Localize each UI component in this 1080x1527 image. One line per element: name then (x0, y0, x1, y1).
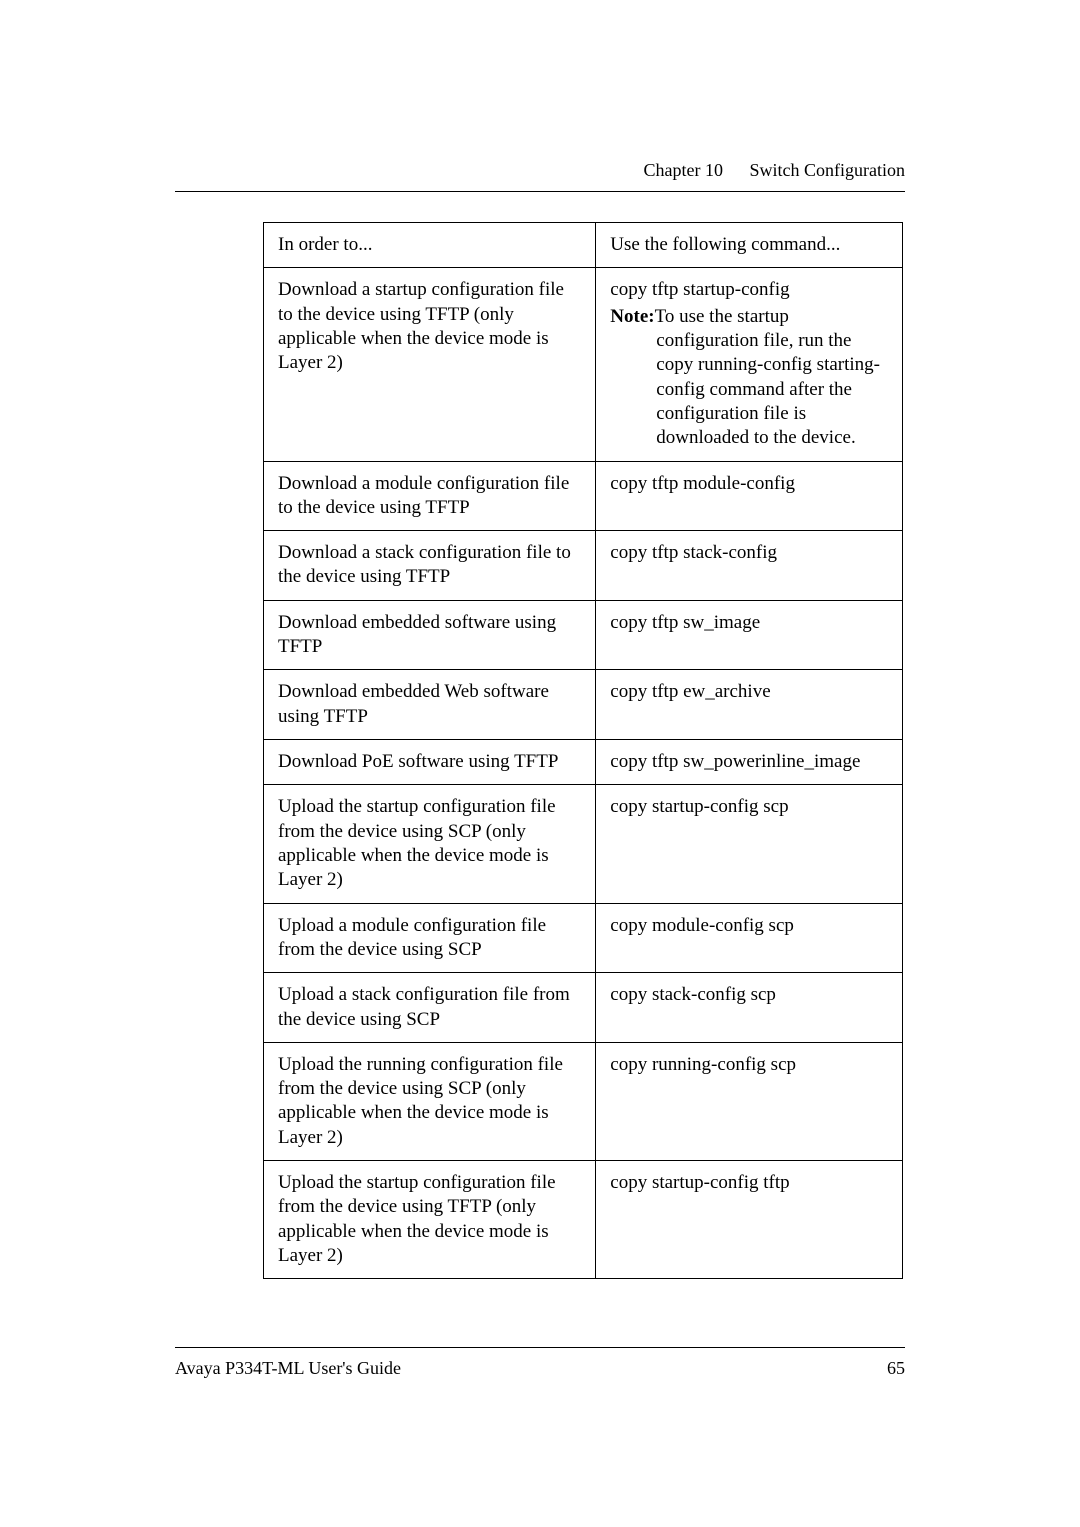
table-row: Upload the running configuration file fr… (264, 1042, 903, 1160)
page-footer: Avaya P334T-ML User's Guide 65 (175, 1347, 905, 1379)
table-row: Upload the startup configuration file fr… (264, 1161, 903, 1279)
table-row: Upload the startup configuration file fr… (264, 785, 903, 903)
cell-left: Upload a stack configuration file from t… (264, 973, 596, 1043)
cell-right: copy tftp sw_image (596, 600, 903, 670)
cell-left: Download embedded Web software using TFT… (264, 670, 596, 740)
cell-left: Download PoE software using TFTP (264, 740, 596, 785)
chapter-title: Switch Configuration (750, 160, 906, 180)
cell-right: copy tftp sw_powerinline_image (596, 740, 903, 785)
note-block: Note:To use the startup configuration fi… (610, 305, 890, 451)
cell-right: copy startup-config scp (596, 785, 903, 903)
cell-right: copy tftp module-config (596, 461, 903, 531)
note-label: Note: (610, 306, 654, 327)
command-text: copy tftp startup-config (610, 279, 789, 300)
table-header-row: In order to... Use the following command… (264, 223, 903, 268)
table-header-col1: In order to... (264, 223, 596, 268)
cell-right: copy tftp startup-config Note:To use the… (596, 268, 903, 461)
footer-rule (175, 1347, 905, 1348)
cell-right: copy startup-config tftp (596, 1161, 903, 1279)
cell-left: Download a stack configuration file to t… (264, 531, 596, 601)
cell-right: copy tftp stack-config (596, 531, 903, 601)
cell-left: Download embedded software using TFTP (264, 600, 596, 670)
table-row: Download embedded software using TFTP co… (264, 600, 903, 670)
footer-left: Avaya P334T-ML User's Guide (175, 1358, 401, 1379)
page: Chapter 10 Switch Configuration In order… (0, 0, 1080, 1527)
table-header-col2: Use the following command... (596, 223, 903, 268)
cell-left: Upload the startup configuration file fr… (264, 785, 596, 903)
chapter-label: Chapter 10 (644, 160, 723, 180)
cell-right: copy stack-config scp (596, 973, 903, 1043)
cell-left: Upload the startup configuration file fr… (264, 1161, 596, 1279)
table-row: Download a stack configuration file to t… (264, 531, 903, 601)
table-row: Upload a module configuration file from … (264, 903, 903, 973)
footer-page-number: 65 (887, 1358, 905, 1379)
note-lead: To use the startup (655, 306, 789, 327)
cell-left: Download a startup configuration file to… (264, 268, 596, 461)
table-row: Download PoE software using TFTP copy tf… (264, 740, 903, 785)
cell-right: copy module-config scp (596, 903, 903, 973)
footer-row: Avaya P334T-ML User's Guide 65 (175, 1358, 905, 1379)
cell-left: Upload a module configuration file from … (264, 903, 596, 973)
cell-left: Upload the running configuration file fr… (264, 1042, 596, 1160)
page-header: Chapter 10 Switch Configuration (175, 160, 905, 192)
table-row: Download a startup configuration file to… (264, 268, 903, 461)
table-row: Download a module configuration file to … (264, 461, 903, 531)
header-text: Chapter 10 Switch Configuration (175, 160, 905, 181)
cell-left: Download a module configuration file to … (264, 461, 596, 531)
cell-right: copy tftp ew_archive (596, 670, 903, 740)
command-table-wrap: In order to... Use the following command… (263, 222, 903, 1279)
table-row: Upload a stack configuration file from t… (264, 973, 903, 1043)
header-rule (175, 191, 905, 192)
note-body: configuration file, run the copy running… (610, 329, 890, 451)
command-table: In order to... Use the following command… (263, 222, 903, 1279)
table-row: Download embedded Web software using TFT… (264, 670, 903, 740)
cell-right: copy running-config scp (596, 1042, 903, 1160)
